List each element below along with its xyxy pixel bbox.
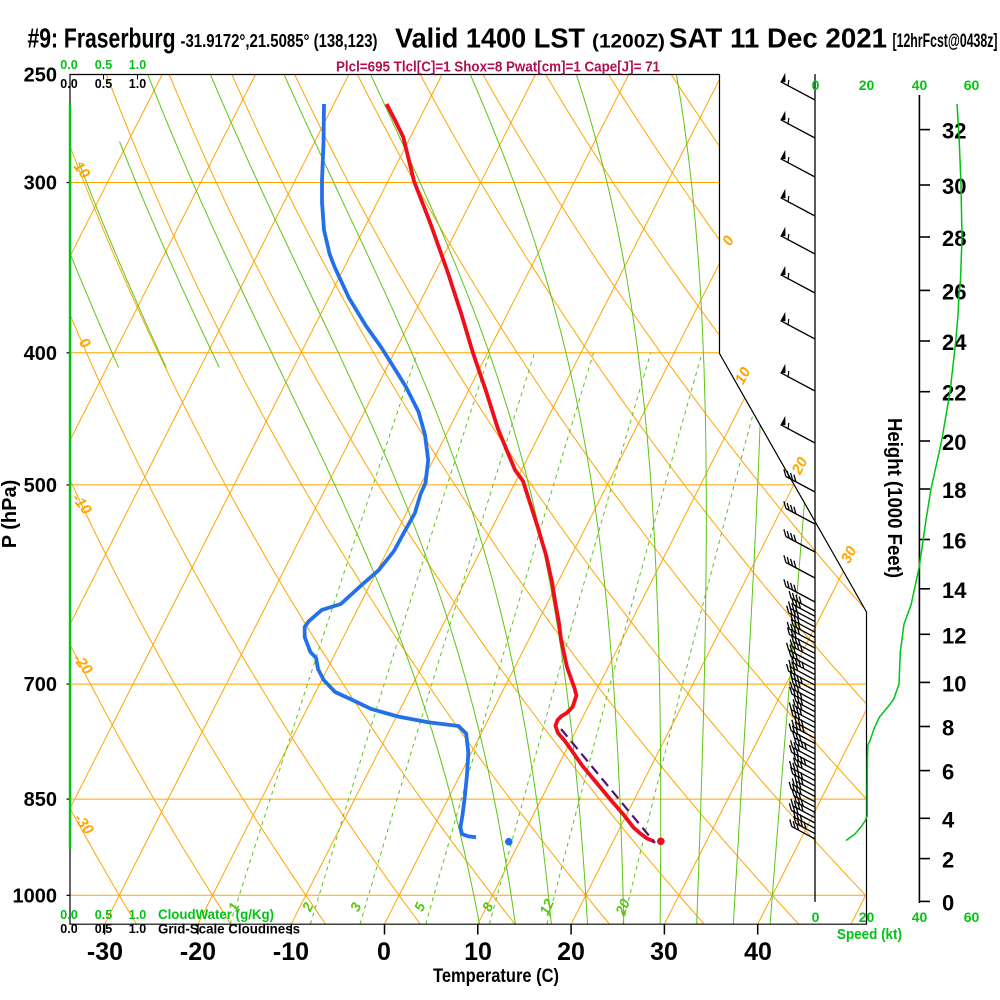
svg-text:16: 16 [942,529,966,554]
svg-text:700: 700 [24,674,57,696]
svg-text:Plcl=695 Tlcl[C]=1 Shox=8 Pwat: Plcl=695 Tlcl[C]=1 Shox=8 Pwat[cm]=1 Cap… [336,59,660,76]
svg-text:18: 18 [942,478,966,503]
svg-text:-20: -20 [180,938,216,966]
svg-text:10: 10 [464,938,492,966]
svg-text:12: 12 [536,896,557,917]
svg-text:10: 10 [942,671,966,696]
svg-text:0: 0 [812,909,820,925]
svg-text:30: 30 [838,543,861,566]
svg-text:8: 8 [942,716,954,741]
svg-text:1.0: 1.0 [129,922,146,936]
svg-text:0: 0 [812,77,820,93]
svg-text:500: 500 [24,475,57,497]
svg-text:30: 30 [942,174,966,199]
svg-text:40: 40 [912,77,928,93]
svg-text:40: 40 [912,909,928,925]
svg-text:20: 20 [942,430,966,455]
svg-text:2: 2 [942,848,954,873]
svg-text:[12hrFcst@0438z]: [12hrFcst@0438z] [893,31,998,52]
svg-text:Speed (kt): Speed (kt) [837,926,902,943]
svg-text:60: 60 [964,77,980,93]
svg-text:Valid 1400 LST: Valid 1400 LST [395,23,585,54]
svg-text:-30: -30 [87,938,123,966]
svg-text:850: 850 [24,789,57,811]
svg-text:1000: 1000 [13,885,58,907]
svg-text:20: 20 [859,909,875,925]
svg-text:14: 14 [942,578,967,603]
svg-text:-31.9172°,21.5085° (138,123): -31.9172°,21.5085° (138,123) [181,31,378,51]
svg-text:40: 40 [744,938,772,966]
svg-text:Grid-Scale Cloudiness: Grid-Scale Cloudiness [158,921,300,937]
svg-text:20: 20 [557,938,585,966]
svg-text:0.5: 0.5 [95,908,112,922]
svg-text:20: 20 [859,77,875,93]
svg-text:250: 250 [24,65,57,87]
svg-text:SAT 11 Dec 2021: SAT 11 Dec 2021 [669,23,887,54]
svg-text:400: 400 [24,343,57,365]
svg-text:Temperature (C): Temperature (C) [433,966,559,987]
svg-text:(1200Z): (1200Z) [592,32,665,53]
svg-text:20: 20 [788,454,812,478]
svg-text:6: 6 [942,760,954,785]
svg-text:28: 28 [942,226,966,251]
svg-text:20: 20 [612,896,634,918]
svg-text:P (hPa): P (hPa) [0,480,21,549]
svg-text:0.0: 0.0 [60,922,77,936]
svg-text:22: 22 [942,381,966,406]
svg-text:0.0: 0.0 [60,58,77,72]
svg-text:4: 4 [942,807,955,832]
svg-text:0.0: 0.0 [60,908,77,922]
svg-text:30: 30 [650,938,678,966]
svg-text:60: 60 [964,909,980,925]
svg-text:Height (1000 Feet): Height (1000 Feet) [883,418,905,578]
svg-text:10: 10 [732,364,755,387]
svg-text:0: 0 [942,890,954,915]
svg-text:0: 0 [377,938,391,966]
svg-text:0.5: 0.5 [95,922,112,936]
svg-text:26: 26 [942,279,966,304]
svg-text:CloudWater (g/Kg): CloudWater (g/Kg) [158,906,274,922]
svg-text:1.0: 1.0 [129,908,146,922]
svg-text:1.0: 1.0 [129,77,146,91]
svg-text:-10: -10 [273,938,309,966]
svg-text:0.5: 0.5 [95,77,112,91]
svg-text:0.0: 0.0 [60,77,77,91]
svg-text:32: 32 [942,119,966,144]
svg-text:300: 300 [24,172,57,194]
svg-text:0.5: 0.5 [95,58,112,72]
svg-text:1.0: 1.0 [129,58,146,72]
svg-text:12: 12 [942,623,966,648]
svg-text:#9: Fraserburg: #9: Fraserburg [28,23,176,54]
